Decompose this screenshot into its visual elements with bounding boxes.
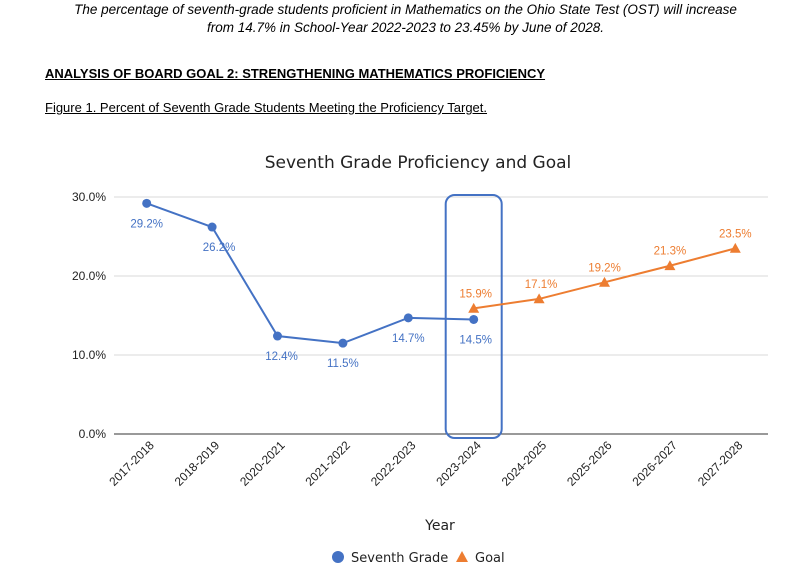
- data-label: 29.2%: [130, 218, 163, 230]
- data-point: [533, 293, 545, 304]
- chart-title: Seventh Grade Proficiency and Goal: [265, 153, 572, 173]
- x-tick-label: 2027-2028: [695, 438, 746, 489]
- data-point: [468, 302, 480, 313]
- x-tick-label: 2022-2023: [368, 438, 419, 489]
- x-tick-label: 2024-2025: [499, 438, 550, 489]
- data-label: 14.7%: [392, 333, 425, 345]
- highlight-box-layer: [444, 194, 503, 439]
- y-tick-label: 20.0%: [72, 269, 106, 283]
- legend: Seventh Grade Goal: [332, 551, 505, 566]
- grid-lines: [114, 196, 768, 435]
- series-line-0: [146, 202, 474, 345]
- y-axis-ticks: 0.0% 10.0% 20.0% 30.0%: [72, 190, 106, 441]
- legend-marker-0: [332, 551, 344, 563]
- data-label: 17.1%: [525, 279, 558, 291]
- x-tick-label: 2018-2019: [172, 438, 223, 489]
- x-tick-label: 2025-2026: [564, 438, 615, 489]
- legend-label-1: Goal: [475, 551, 505, 566]
- legend-label-0: Seventh Grade: [351, 551, 448, 566]
- highlight-box: [444, 194, 503, 439]
- x-tick-label: 2021-2022: [303, 438, 354, 489]
- data-label: 15.9%: [459, 288, 492, 300]
- data-point: [142, 198, 152, 208]
- y-tick-label: 30.0%: [72, 190, 106, 204]
- data-point: [338, 338, 348, 348]
- x-axis-ticks: 2017-2018 2018-2019 2020-2021 2021-2022 2022…: [106, 438, 745, 489]
- x-axis-title: Year: [424, 518, 455, 534]
- figure-caption: Figure 1. Percent of Seventh Grade Stude…: [45, 100, 488, 115]
- data-label: 12.4%: [265, 351, 298, 363]
- x-tick-label: 2020-2021: [237, 438, 288, 489]
- data-label: 23.5%: [719, 228, 752, 240]
- section-heading: ANALYSIS OF BOARD GOAL 2: STRENGTHENING …: [45, 66, 546, 81]
- series-layer: [142, 198, 741, 348]
- x-tick-label: 2017-2018: [106, 438, 157, 489]
- data-label: 21.3%: [654, 246, 687, 258]
- data-point: [599, 276, 610, 287]
- goal-statement-line-1: The percentage of seventh-grade students…: [74, 2, 737, 17]
- x-tick-label: 2023-2024: [433, 438, 484, 489]
- data-point: [207, 222, 217, 232]
- y-tick-label: 10.0%: [72, 348, 106, 362]
- data-point: [664, 260, 676, 271]
- data-label: 14.5%: [459, 334, 492, 346]
- legend-marker-1: [456, 551, 468, 562]
- data-label: 11.5%: [327, 358, 359, 370]
- data-point: [729, 242, 741, 253]
- goal-statement: The percentage of seventh-grade students…: [0, 1, 811, 37]
- x-tick-label: 2026-2027: [630, 438, 681, 489]
- data-point: [273, 331, 282, 341]
- data-label-layer: 29.2% 26.2% 12.4% 11.5% 14.7% 14.5% 15.9% 17.1%…: [130, 218, 751, 370]
- goal-statement-line-2: from 14.7% in School-Year 2022-2023 to 2…: [206, 20, 605, 35]
- y-tick-label: 0.0%: [79, 427, 107, 441]
- data-label: 26.2%: [203, 242, 236, 254]
- data-label: 19.2%: [588, 262, 621, 274]
- data-point: [403, 313, 413, 323]
- data-point: [469, 314, 479, 324]
